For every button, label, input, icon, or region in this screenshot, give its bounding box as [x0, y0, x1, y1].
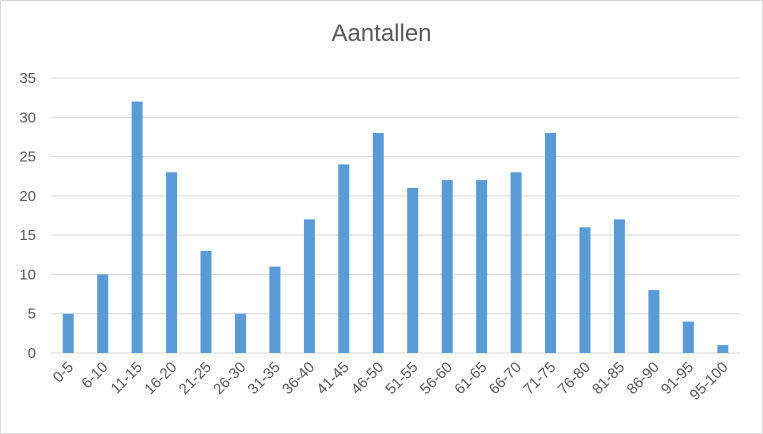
- y-tick-label: 30: [19, 109, 36, 126]
- x-tick-label: 31-35: [245, 359, 284, 398]
- bar-11-15: [131, 101, 143, 353]
- x-tick-label: 71-75: [520, 359, 559, 398]
- bar-41-45: [338, 164, 350, 353]
- x-tick-label: 95-100: [687, 359, 732, 404]
- x-tick-label: 76-80: [555, 359, 594, 398]
- x-tick-label: 86-90: [624, 359, 663, 398]
- bar-0-5: [62, 313, 74, 353]
- bar-56-60: [441, 180, 453, 353]
- bar-46-50: [372, 133, 384, 353]
- y-tick-label: 10: [19, 266, 36, 283]
- x-tick-label: 0-5: [50, 359, 77, 386]
- x-tick-label: 56-60: [417, 359, 456, 398]
- bar-6-10: [97, 274, 109, 353]
- y-tick-label: 35: [19, 70, 36, 87]
- bars: [62, 101, 729, 353]
- bar-86-90: [648, 290, 660, 353]
- x-tick-label: 66-70: [486, 359, 525, 398]
- bar-66-70: [510, 172, 522, 353]
- x-tick-label: 46-50: [348, 359, 387, 398]
- x-tick-label: 6-10: [78, 359, 111, 392]
- bar-36-40: [303, 219, 315, 353]
- y-axis-ticks: 0 5 10 15 20 25 30 35: [19, 70, 36, 362]
- x-tick-label: 51-55: [382, 359, 421, 398]
- x-tick-label: 21-25: [176, 359, 215, 398]
- x-tick-label: 81-85: [589, 359, 628, 398]
- chart-title: Aantallen: [331, 20, 432, 47]
- x-tick-label: 61-65: [451, 359, 490, 398]
- bar-21-25: [200, 250, 212, 353]
- bar-91-95: [682, 321, 694, 353]
- bar-31-35: [269, 266, 281, 353]
- bar-81-85: [613, 219, 625, 353]
- x-tick-label: 26-30: [210, 359, 249, 398]
- y-tick-label: 25: [19, 149, 36, 166]
- x-tick-label: 41-45: [313, 359, 352, 398]
- y-tick-label: 15: [19, 227, 36, 244]
- y-tick-label: 20: [19, 188, 36, 205]
- y-tick-label: 5: [28, 306, 36, 323]
- x-axis-ticks: 0-5 6-1011-1516-2021-2526-3031-3536-4041-…: [50, 359, 732, 404]
- bar-95-100: [717, 345, 729, 353]
- gridlines: [51, 77, 740, 354]
- bar-71-75: [545, 133, 556, 353]
- bar-16-20: [166, 172, 178, 353]
- y-tick-label: 0: [28, 345, 36, 362]
- bar-26-30: [235, 313, 246, 353]
- x-tick-label: 16-20: [141, 359, 180, 398]
- x-tick-label: 11-15: [108, 359, 146, 397]
- bar-61-65: [476, 180, 488, 353]
- bar-76-80: [579, 227, 591, 353]
- bar-51-55: [407, 188, 419, 353]
- x-tick-label: 36-40: [279, 359, 318, 398]
